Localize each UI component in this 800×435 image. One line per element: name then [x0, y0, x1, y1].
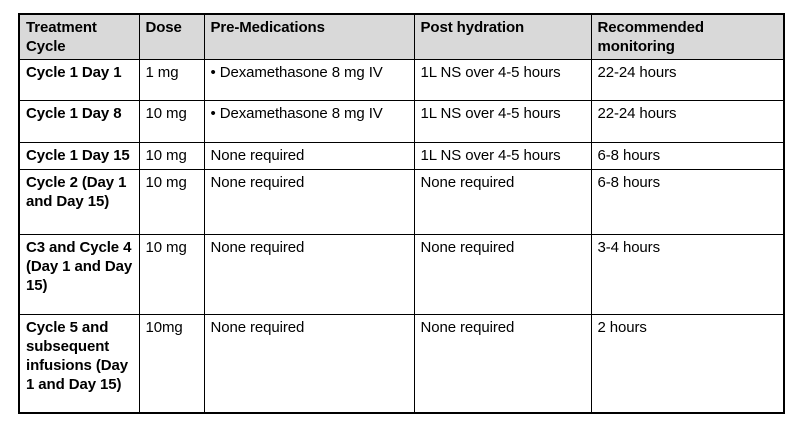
cell-post-hydration: None required — [413, 169, 592, 235]
cell-recommended-monitoring: 3-4 hours — [590, 234, 785, 315]
cell-treatment-cycle: Cycle 1 Day 1 — [18, 59, 140, 101]
cell-dose: 1 mg — [138, 59, 205, 101]
cell-treatment-cycle: Cycle 1 Day 15 — [18, 142, 140, 170]
cell-recommended-monitoring: 6-8 hours — [590, 142, 785, 170]
header-row: Treatment Cycle Dose Pre-Medications Pos… — [18, 13, 785, 60]
cell-pre-medications: • Dexamethasone 8 mg IV — [203, 100, 415, 143]
cell-pre-medications: None required — [203, 169, 415, 235]
cell-dose: 10 mg — [138, 142, 205, 170]
table-row: Cycle 5 and subsequent infusions (Day 1 … — [18, 314, 785, 413]
header-post-hydration: Post hydration — [413, 13, 592, 60]
treatment-schedule-table: Treatment Cycle Dose Pre-Medications Pos… — [18, 13, 785, 414]
cell-post-hydration: 1L NS over 4-5 hours — [413, 100, 592, 143]
cell-treatment-cycle: Cycle 2 (Day 1 and Day 15) — [18, 169, 140, 235]
cell-dose: 10 mg — [138, 169, 205, 235]
cell-post-hydration: None required — [413, 234, 592, 315]
table-row: Cycle 1 Day 1 1 mg • Dexamethasone 8 mg … — [18, 59, 785, 101]
table-row: Cycle 1 Day 15 10 mg None required 1L NS… — [18, 142, 785, 170]
cell-pre-medications: None required — [203, 314, 415, 413]
cell-recommended-monitoring: 6-8 hours — [590, 169, 785, 235]
cell-treatment-cycle: Cycle 1 Day 8 — [18, 100, 140, 143]
cell-pre-medications: None required — [203, 142, 415, 170]
cell-dose: 10 mg — [138, 100, 205, 143]
header-recommended-monitoring: Recommended monitoring — [590, 13, 785, 60]
cell-dose: 10 mg — [138, 234, 205, 315]
cell-dose: 10mg — [138, 314, 205, 413]
cell-post-hydration: None required — [413, 314, 592, 413]
header-dose: Dose — [138, 13, 205, 60]
table-row: C3 and Cycle 4 (Day 1 and Day 15) 10 mg … — [18, 234, 785, 315]
cell-post-hydration: 1L NS over 4-5 hours — [413, 142, 592, 170]
table-row: Cycle 1 Day 8 10 mg • Dexamethasone 8 mg… — [18, 100, 785, 143]
header-treatment-cycle: Treatment Cycle — [18, 13, 140, 60]
header-pre-medications: Pre-Medications — [203, 13, 415, 60]
cell-pre-medications: None required — [203, 234, 415, 315]
cell-recommended-monitoring: 2 hours — [590, 314, 785, 413]
table-row: Cycle 2 (Day 1 and Day 15) 10 mg None re… — [18, 169, 785, 235]
cell-pre-medications: • Dexamethasone 8 mg IV — [203, 59, 415, 101]
cell-treatment-cycle: Cycle 5 and subsequent infusions (Day 1 … — [18, 314, 140, 413]
cell-recommended-monitoring: 22-24 hours — [590, 100, 785, 143]
cell-treatment-cycle: C3 and Cycle 4 (Day 1 and Day 15) — [18, 234, 140, 315]
cell-post-hydration: 1L NS over 4-5 hours — [413, 59, 592, 101]
cell-recommended-monitoring: 22-24 hours — [590, 59, 785, 101]
